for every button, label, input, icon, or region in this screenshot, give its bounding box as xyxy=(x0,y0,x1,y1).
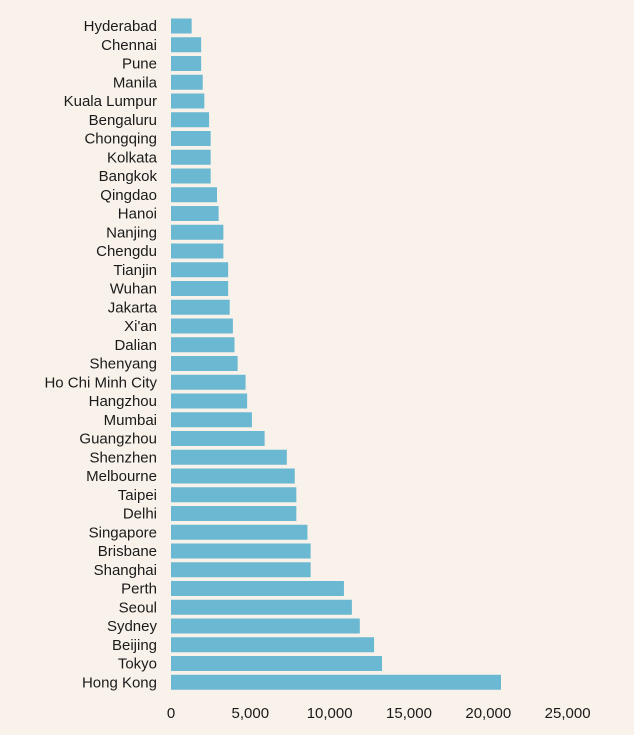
category-label: Tokyo xyxy=(118,656,157,673)
category-label: Singapore xyxy=(89,524,157,541)
bar-shenzhen xyxy=(171,449,287,465)
category-label: Taipei xyxy=(118,487,157,504)
category-label: Shenyang xyxy=(89,356,157,373)
bar-chengdu xyxy=(171,243,224,259)
category-label: Kolkata xyxy=(107,149,158,166)
category-label: Jakarta xyxy=(108,299,158,316)
category-label: Hong Kong xyxy=(82,674,157,691)
category-label: Brisbane xyxy=(98,543,157,560)
bar-hangzhou xyxy=(171,393,248,409)
bar-wuhan xyxy=(171,281,229,296)
category-label: Hangzhou xyxy=(89,393,157,410)
category-label: Hanoi xyxy=(118,206,157,223)
bar-hong-kong xyxy=(171,674,501,690)
category-label: Manila xyxy=(113,74,158,91)
category-label: Dalian xyxy=(114,337,157,354)
bar-kolkata xyxy=(171,149,211,165)
bar-shanghai xyxy=(171,562,311,578)
category-label: Shenzhen xyxy=(89,449,157,466)
category-label: Wuhan xyxy=(110,281,157,298)
bar-manila xyxy=(171,74,203,90)
x-tick-label: 10,000 xyxy=(307,705,353,722)
bar-shenyang xyxy=(171,356,238,371)
category-label: Pune xyxy=(122,56,157,73)
bar-chennai xyxy=(171,37,202,53)
category-label: Tianjin xyxy=(113,262,157,279)
category-label: Qingdao xyxy=(100,187,157,204)
category-label: Chengdu xyxy=(96,243,157,260)
bar-ho-chi-minh-city xyxy=(171,374,246,390)
x-tick-label: 25,000 xyxy=(545,705,591,722)
bar-dalian xyxy=(171,337,235,353)
category-label: Beijing xyxy=(112,637,157,654)
bar-singapore xyxy=(171,524,308,540)
category-label: Chongqing xyxy=(84,131,157,148)
category-label: Shanghai xyxy=(94,562,157,579)
bar-pune xyxy=(171,56,202,71)
x-tick-label: 0 xyxy=(167,705,175,722)
bar-guangzhou xyxy=(171,431,265,446)
category-label: Melbourne xyxy=(86,468,157,485)
category-label: Bengaluru xyxy=(89,112,157,129)
category-label: Hyderabad xyxy=(84,18,157,35)
bar-brisbane xyxy=(171,543,311,559)
bar-bangkok xyxy=(171,168,211,184)
category-label: Nanjing xyxy=(106,224,157,241)
category-label: Ho Chi Minh City xyxy=(44,374,157,391)
bar-bengaluru xyxy=(171,112,210,128)
bar-mumbai xyxy=(171,412,252,428)
bar-chongqing xyxy=(171,131,211,146)
bar-beijing xyxy=(171,637,375,653)
category-label: Kuala Lumpur xyxy=(64,93,157,110)
bar-seoul xyxy=(171,599,352,615)
bar-jakarta xyxy=(171,299,230,315)
bar-kuala-lumpur xyxy=(171,93,205,109)
bar-delhi xyxy=(171,506,297,521)
category-label: Perth xyxy=(121,581,157,598)
category-label: Sydney xyxy=(107,618,158,635)
bar-hyderabad xyxy=(171,18,192,34)
category-label: Delhi xyxy=(123,506,157,523)
x-tick-label: 15,000 xyxy=(386,705,432,722)
bar-nanjing xyxy=(171,224,224,240)
bar-perth xyxy=(171,581,344,596)
bar-xi-an xyxy=(171,318,233,334)
category-label: Mumbai xyxy=(104,412,157,429)
category-label: Guangzhou xyxy=(79,431,157,448)
category-label: Seoul xyxy=(119,599,157,616)
bar-tianjin xyxy=(171,262,229,278)
category-label: Xi'an xyxy=(124,318,157,335)
bar-qingdao xyxy=(171,187,218,203)
category-label: Bangkok xyxy=(99,168,158,185)
bar-tokyo xyxy=(171,656,383,671)
bar-sydney xyxy=(171,618,360,634)
bar-melbourne xyxy=(171,468,295,484)
x-tick-label: 5,000 xyxy=(232,705,270,722)
x-tick-label: 20,000 xyxy=(465,705,511,722)
bar-hanoi xyxy=(171,206,219,221)
bar-taipei xyxy=(171,487,297,503)
category-label: Chennai xyxy=(101,37,157,54)
